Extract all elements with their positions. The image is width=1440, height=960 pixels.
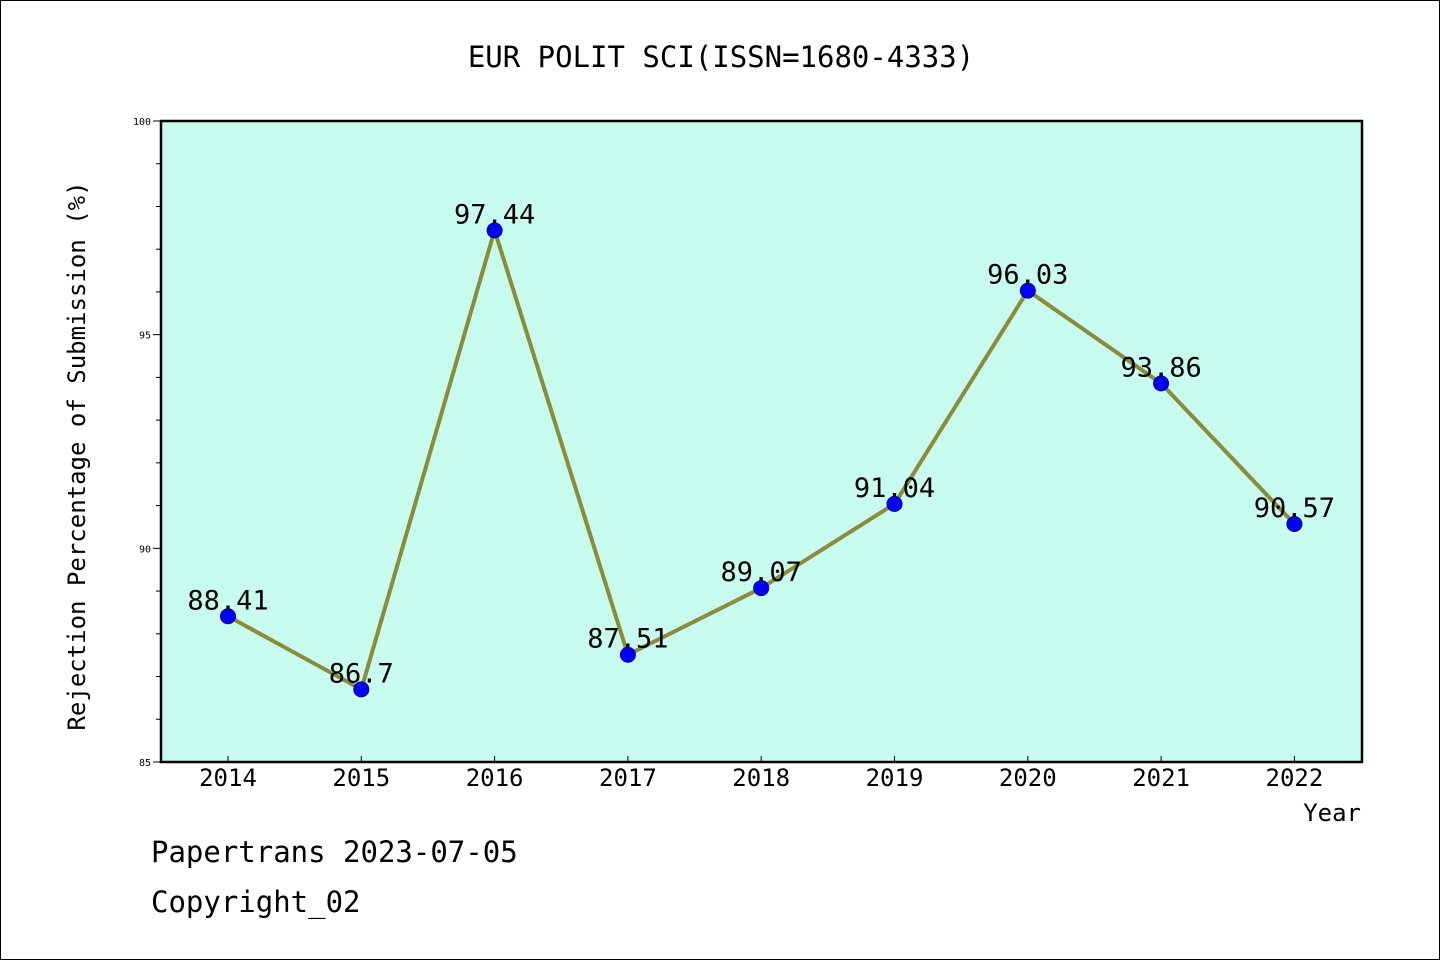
data-point-marker bbox=[486, 222, 503, 239]
y-tick-label: 85 bbox=[139, 758, 151, 769]
data-point-marker bbox=[619, 646, 636, 663]
x-axis-label: Year bbox=[1303, 799, 1361, 827]
x-tick-label: 2016 bbox=[466, 764, 524, 792]
y-tick-label: 95 bbox=[139, 331, 151, 342]
data-point-marker bbox=[353, 681, 370, 698]
data-point-label: 96.03 bbox=[987, 260, 1068, 291]
data-point-label: 90.57 bbox=[1254, 493, 1335, 524]
data-point-label: 88.41 bbox=[187, 585, 268, 616]
x-tick-label: 2021 bbox=[1132, 764, 1190, 792]
x-tick-label: 2017 bbox=[599, 764, 657, 792]
series-markers bbox=[220, 222, 1303, 698]
data-point-marker bbox=[886, 495, 903, 512]
data-point-marker bbox=[220, 608, 236, 625]
x-tick-label: 2020 bbox=[999, 764, 1057, 792]
x-tick-label: 2015 bbox=[332, 764, 390, 792]
plot-area bbox=[159, 119, 1364, 764]
x-tick-label: 2022 bbox=[1266, 764, 1324, 792]
y-tick-label: 90 bbox=[139, 544, 151, 555]
footer-copyright-line: Copyright_02 bbox=[151, 885, 361, 919]
data-point-label: 87.51 bbox=[587, 624, 668, 655]
data-point-marker bbox=[1153, 375, 1170, 392]
y-tick-label: 100 bbox=[133, 117, 151, 128]
data-point-label: 93.86 bbox=[1120, 352, 1201, 383]
data-point-label: 86.7 bbox=[329, 658, 394, 689]
chart-title: EUR POLIT SCI(ISSN=1680-4333) bbox=[468, 40, 974, 74]
data-point-label: 89.07 bbox=[721, 557, 802, 588]
data-point-marker bbox=[1286, 515, 1303, 532]
x-axis: 2014 2015 2016 2017 2018 2019 2020 2021 2022 bbox=[199, 756, 1323, 792]
data-point-label: 97.44 bbox=[454, 199, 535, 230]
data-point-marker bbox=[753, 580, 770, 597]
y-axis: 85 90 95 100 bbox=[133, 117, 161, 769]
data-labels: 88.41 86.7 97.44 87.51 89.07 91.04 96.03 93.86 9… bbox=[187, 199, 1335, 689]
x-tick-label: 2018 bbox=[732, 764, 790, 792]
x-tick-label: 2019 bbox=[866, 764, 924, 792]
footer-date-line: Papertrans 2023-07-05 bbox=[151, 835, 518, 869]
x-tick-label: 2014 bbox=[199, 764, 257, 792]
y-axis-label: Rejection Percentage of Submission (%) bbox=[63, 181, 91, 730]
data-point-marker bbox=[1019, 282, 1036, 299]
data-point-label: 91.04 bbox=[854, 473, 935, 504]
